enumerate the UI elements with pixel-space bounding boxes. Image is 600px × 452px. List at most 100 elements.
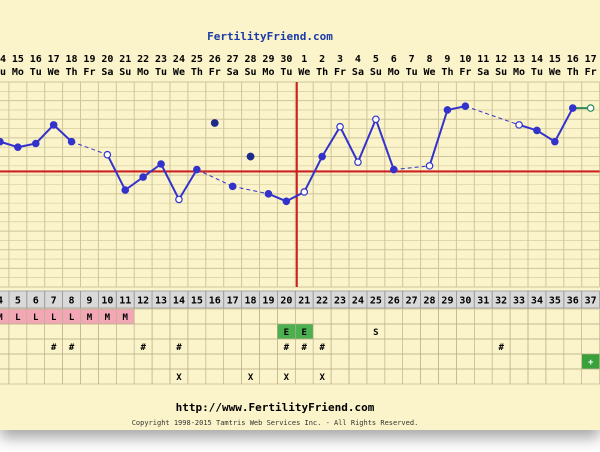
x-row-cell — [205, 368, 225, 385]
flow-cell — [527, 308, 547, 325]
weekday-label: Mo — [137, 67, 149, 78]
hash-row2-cell — [241, 353, 260, 370]
flow-mark: L — [69, 313, 75, 323]
x-row-cell — [187, 368, 207, 385]
flow-cell — [509, 308, 529, 325]
hash-row1-cell — [26, 338, 45, 355]
temp-line — [374, 118, 395, 170]
weekday-label: Tu — [155, 67, 167, 78]
cervical-fluid-cell — [509, 323, 529, 340]
cervical-fluid-cell — [0, 323, 10, 340]
flow-mark: L — [15, 313, 21, 323]
x-row-cell — [116, 368, 135, 385]
flow-cell — [312, 308, 332, 325]
hash-row2-cell — [294, 353, 314, 370]
x-row-cell — [527, 368, 547, 385]
temp-gap-line — [393, 165, 430, 171]
hash-row1-cell — [0, 338, 10, 355]
hash-row1-mark: # — [498, 343, 504, 353]
cycle-day-label: 18 — [245, 296, 257, 307]
temp-point — [103, 150, 112, 159]
weekday-label: Th — [66, 67, 78, 78]
temp-point — [515, 121, 523, 129]
cervical-fluid-cell — [348, 323, 368, 340]
temp-gap-line — [71, 141, 108, 156]
site-header: FertilityFriend.com — [207, 30, 333, 43]
weekday-label: We — [549, 67, 561, 78]
flow-cell — [473, 308, 493, 325]
hash-row1-cell — [473, 338, 493, 355]
flow-cell — [348, 308, 368, 325]
flow-cell — [277, 308, 296, 325]
x-row-cell — [223, 368, 242, 385]
date-label: 23 — [155, 54, 167, 65]
x-row-cell — [402, 368, 421, 385]
hash-row1-cell — [8, 338, 28, 355]
flow-cell — [187, 308, 207, 325]
x-row-cell — [26, 368, 45, 385]
weekday-label: Tu — [531, 67, 543, 78]
hash-row2-mark: + — [588, 358, 594, 368]
hash-row2-cell — [151, 353, 171, 370]
flow-mark: M — [87, 313, 93, 323]
temp-point — [175, 195, 183, 204]
hash-row1-cell — [402, 338, 421, 355]
cycle-day-label: 19 — [262, 296, 274, 307]
date-label: 28 — [245, 54, 257, 65]
x-row-cell — [133, 368, 153, 385]
footer-copyright: Copyright 1998-2015 Tamtris Web Services… — [132, 419, 419, 427]
temp-line — [321, 126, 341, 158]
hash-row2-cell — [98, 353, 117, 370]
date-label: 18 — [66, 54, 78, 65]
weekday-label: Tu — [406, 67, 418, 78]
cycle-day-label: 36 — [567, 296, 579, 307]
temp-line — [160, 163, 180, 200]
x-row-cell — [438, 368, 457, 385]
date-label: 14 — [531, 54, 543, 65]
hash-row1-cell — [205, 338, 225, 355]
flow-cell — [491, 308, 511, 325]
cycle-day-label: 13 — [155, 296, 167, 307]
x-row-cell — [384, 368, 403, 385]
hash-row2-cell — [8, 353, 28, 370]
weekday-label: Th — [441, 67, 453, 78]
hash-row2-cell — [438, 353, 457, 370]
weekday-label: Fr — [209, 67, 221, 78]
cervical-fluid-cell — [133, 323, 153, 340]
hash-row2-cell — [527, 353, 547, 370]
hash-row2-cell — [366, 353, 386, 370]
x-row-mark: X — [176, 373, 182, 383]
weekday-label: We — [424, 67, 436, 78]
hash-row1-mark: # — [69, 343, 75, 353]
hash-row1-mark: # — [319, 343, 325, 353]
weekday-label: Fr — [585, 67, 597, 78]
temp-point — [264, 190, 273, 198]
cycle-day-label: 15 — [191, 296, 203, 307]
flow-cell — [151, 308, 171, 325]
cervical-fluid-cell — [402, 323, 421, 340]
date-label: 16 — [30, 54, 42, 65]
x-row-cell — [8, 368, 28, 385]
x-row-cell — [581, 368, 600, 385]
hash-row1-mark: # — [284, 343, 290, 353]
date-label: 27 — [227, 54, 239, 65]
x-row-cell — [420, 368, 439, 385]
flow-cell — [420, 308, 439, 325]
date-label: 25 — [191, 54, 203, 65]
date-label: 13 — [513, 54, 525, 65]
date-label: 17 — [48, 54, 60, 65]
temp-point — [228, 182, 237, 191]
weekday-label: Sa — [477, 67, 489, 78]
hash-row1-mark: # — [140, 343, 146, 353]
hash-row2-cell — [545, 353, 565, 370]
footer-url[interactable]: http://www.FertilityFriend.com — [176, 401, 375, 414]
date-label: 19 — [83, 54, 95, 65]
temp-point — [551, 137, 559, 146]
weekday-label: Th — [567, 67, 579, 78]
weekday-label: Sa — [227, 67, 239, 78]
fertility-chart: FertilityFriend.com 14Su15Mo16Tu17We18Th… — [0, 30, 600, 427]
flow-cell — [402, 308, 421, 325]
x-row-cell — [151, 368, 171, 385]
date-label: 9 — [444, 54, 450, 65]
temp-point — [586, 104, 595, 112]
